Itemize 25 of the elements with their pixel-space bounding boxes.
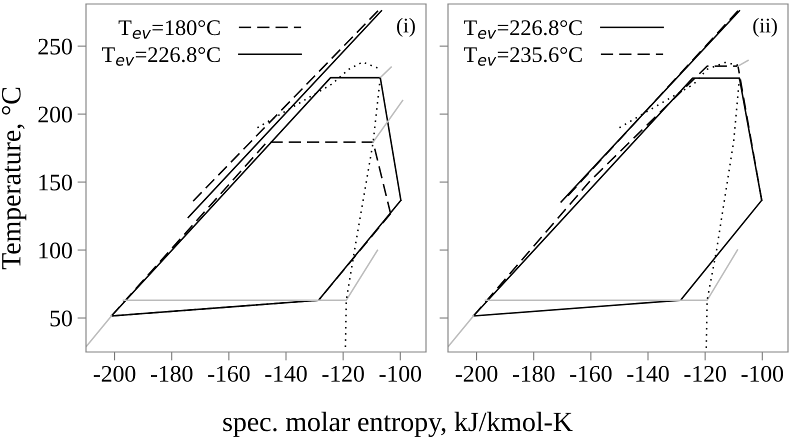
x-tick-label: -140 [627, 366, 669, 382]
annotation: (ii) [753, 18, 777, 37]
annotation: (i) [397, 18, 415, 37]
x-tick-label: -100 [742, 366, 784, 382]
x-tick-label: -160 [570, 366, 612, 382]
x-tick-label: -180 [512, 366, 554, 382]
legend-label: T$_{ev}$=226.8°C [102, 47, 220, 66]
legend-label: T$_{ev}$=226.8°C [464, 20, 582, 39]
legend-label: T$_{ev}$=235.6°C [464, 47, 582, 66]
x-tick-label: -180 [150, 366, 192, 382]
x-tick-label: -140 [265, 366, 307, 382]
x-tick-label: -120 [322, 366, 364, 382]
x-tick-label: -200 [94, 366, 136, 382]
y-axis-title: Temperature, °C [2, 88, 26, 270]
x-tick-label: -160 [208, 366, 250, 382]
x-tick-label: -100 [380, 366, 422, 382]
x-tick-label: -200 [456, 366, 498, 382]
y-tick-label: 100 [39, 242, 72, 258]
legend-label: T$_{ev}$=180°C [118, 20, 220, 39]
x-tick-label: -120 [684, 366, 726, 382]
y-tick-label: 250 [38, 38, 72, 55]
y-tick-label: 200 [38, 106, 72, 123]
x-axis-title: spec. molar entropy, kJ/kmol-K [223, 412, 573, 437]
y-tick-label: 50 [50, 310, 72, 326]
y-tick-label: 150 [39, 174, 72, 190]
